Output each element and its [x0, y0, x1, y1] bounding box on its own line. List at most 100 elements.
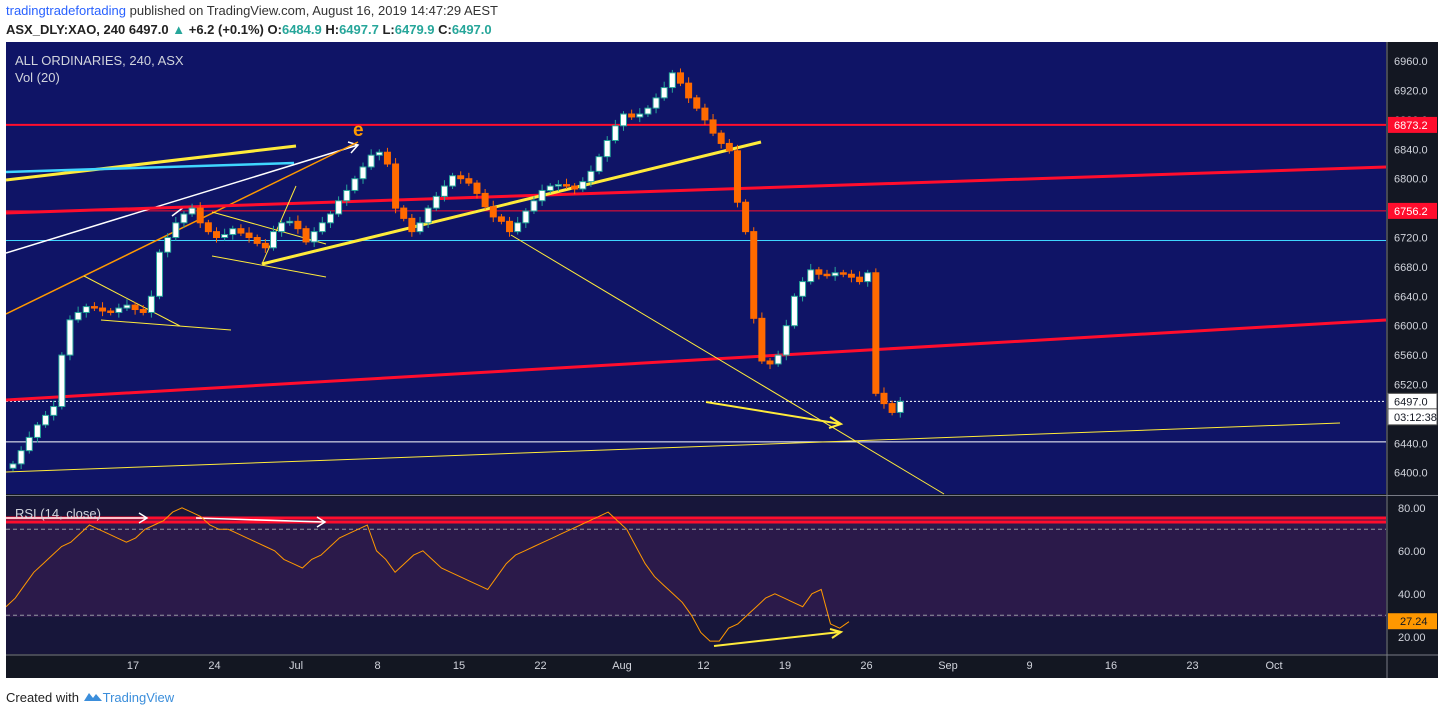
candle-body [636, 113, 644, 118]
candle-body [473, 182, 481, 194]
candle-body [595, 156, 603, 172]
yellow-trendline-top[interactable] [5, 144, 297, 182]
candle-body [774, 354, 782, 365]
price-divergence-arrow[interactable] [705, 401, 842, 425]
rsi-arrowhead-icon-3 [829, 628, 844, 639]
chart-frame[interactable]: e 6960.06920.06880.06840.06800.06760.067… [5, 42, 1438, 678]
author-link[interactable]: tradingtradefortading [6, 3, 126, 18]
candle-body [497, 216, 505, 222]
candle-body [335, 200, 343, 215]
candle-body [229, 228, 237, 236]
candle-body [326, 213, 334, 224]
tradingview-logo-icon[interactable] [83, 690, 103, 705]
wave-letter-e: e [353, 120, 364, 141]
candle-body [457, 175, 465, 180]
up-arrow-icon: ▲ [172, 22, 186, 37]
chart-canvas[interactable]: e 6960.06920.06880.06840.06800.06760.067… [5, 42, 1438, 678]
candle-body [58, 354, 66, 408]
cyan-trendline[interactable] [5, 161, 295, 174]
close-value: 6497.0 [451, 22, 492, 37]
triangle-lower-line[interactable] [211, 255, 327, 278]
candle-body [742, 201, 750, 233]
rsi-legend: RSI (14, close) [15, 506, 101, 521]
price-tick-label: 6520.0 [1394, 379, 1428, 391]
rsi-line [5, 507, 850, 642]
price-tick-label: 6640.0 [1394, 291, 1428, 303]
candle-body [660, 87, 668, 99]
candle-body [147, 295, 155, 313]
candle-body [9, 463, 17, 469]
wedge-lower-line[interactable] [100, 319, 232, 331]
price-tick-label: 6440.0 [1394, 438, 1428, 450]
candle-body [530, 200, 538, 212]
candle-body [25, 436, 33, 452]
candle-body [261, 242, 269, 249]
wedge-upper-line[interactable] [83, 275, 181, 327]
candle-body [579, 181, 587, 190]
candle-body [213, 231, 220, 238]
yellow-down-diagonal[interactable] [510, 234, 945, 495]
time-tick-label: Oct [1265, 660, 1282, 672]
candle-body [880, 392, 888, 405]
candle-body [603, 139, 611, 158]
candle-body [286, 220, 294, 224]
yellow-trendline-mid[interactable] [261, 140, 762, 266]
candle-body [107, 310, 115, 313]
candle-body [383, 151, 391, 165]
candle-body [676, 72, 684, 84]
candle-body [172, 222, 180, 238]
candle-body [416, 222, 424, 233]
price-tick-label: 6680.0 [1394, 262, 1428, 274]
tradingview-brand-link[interactable]: TradingView [102, 690, 175, 705]
price-label-text: 6873.2 [1394, 120, 1428, 132]
rsi-white-arrow-2[interactable] [195, 517, 325, 523]
price-label-box [1388, 116, 1437, 133]
candle-body [424, 207, 432, 224]
price-label-text: 6756.2 [1394, 206, 1428, 218]
candle-body [864, 272, 872, 283]
candle-body [302, 228, 310, 243]
rsi-tick-label: 80.00 [1398, 503, 1426, 515]
price-tick-label: 6800.0 [1394, 174, 1428, 186]
candle-body [204, 222, 212, 233]
candle-body [611, 125, 619, 141]
candle-body [807, 269, 815, 283]
candle-body [750, 231, 758, 319]
candle-body [188, 207, 196, 215]
rsi-divergence-arrow[interactable] [713, 631, 841, 647]
white-arrowhead-icon [347, 141, 360, 154]
candle-body [17, 450, 25, 465]
red-trendline-upper[interactable] [5, 165, 1387, 215]
candle-body [440, 185, 448, 197]
open-value: 6484.9 [281, 22, 322, 37]
price-label-box [1387, 408, 1438, 426]
price-label-text: 03:12:38 [1394, 412, 1437, 424]
price-tick-label: 6920.0 [1394, 86, 1428, 98]
symbol-name[interactable]: ASX_DLY:XAO, 240 [6, 22, 126, 37]
red-trendline-lower[interactable] [5, 318, 1387, 402]
time-tick-label: Aug [612, 660, 632, 672]
candle-body [733, 150, 741, 203]
candle-body [99, 307, 107, 312]
yellow-support-line[interactable] [5, 422, 1341, 473]
candle-body [180, 213, 188, 224]
candle-body [42, 414, 50, 426]
white-trend-arrow[interactable] [5, 144, 359, 254]
chart-title: ALL ORDINARIES, 240, ASX [15, 53, 184, 68]
candle-body [392, 163, 400, 209]
time-tick-label: 22 [534, 660, 546, 672]
candle-body [278, 222, 286, 233]
candle-body [123, 304, 131, 309]
candle-body [221, 234, 229, 238]
orange-trendline[interactable] [5, 141, 359, 315]
candle-body [408, 217, 416, 233]
candle-body [725, 142, 733, 152]
candle-body [790, 295, 798, 327]
candle-body [644, 107, 652, 115]
candle-body [872, 272, 880, 394]
candle-body [465, 178, 473, 184]
candle-body [50, 406, 58, 416]
volume-legend: Vol (20) [15, 70, 60, 85]
price-tick-label: 6720.0 [1394, 232, 1428, 244]
symbol-info: ASX_DLY:XAO, 240 6497.0 ▲ +6.2 (+0.1%) O… [6, 22, 492, 37]
